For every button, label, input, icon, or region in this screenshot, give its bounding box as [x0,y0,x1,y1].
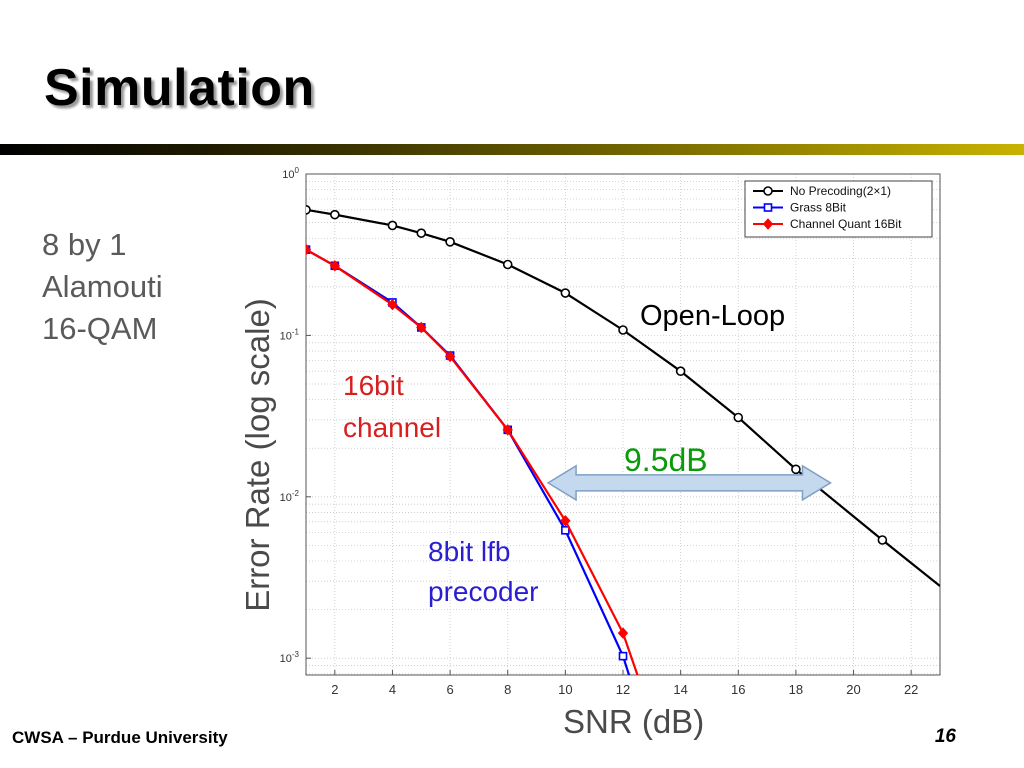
data-point-circle [560,288,571,298]
x-tick-label: 22 [904,682,918,697]
data-point-diamond [762,218,774,230]
data-point-diamond [416,321,427,334]
data-point-circle [445,237,455,247]
channel-16bit-annotation: channel [343,412,441,443]
x-tick-label: 10 [558,682,572,697]
x-tick-label: 14 [673,682,687,697]
data-point-circle [387,220,398,231]
data-point-circle [791,464,801,475]
data-point-diamond [329,260,340,272]
config-line: 16-QAM [42,311,158,346]
x-tick-label: 2 [331,682,338,697]
config-line: 8 by 1 [42,227,127,262]
data-point-diamond [617,627,629,639]
page-number: 16 [934,726,956,747]
x-axis-label: SNR (dB) [563,703,705,740]
title-divider-bar [0,144,1024,155]
y-tick-label: 10-3 [280,650,300,665]
snr-gain-arrow [546,464,832,502]
lfb-8bit-annotation: precoder [428,576,539,607]
gain-annotation: 9.5dB [624,442,708,478]
data-point-diamond [306,243,312,256]
data-point-diamond [560,515,571,527]
data-point-square [618,651,628,661]
y-tick-label: 10-1 [280,327,300,342]
config-line: Alamouti [42,269,163,304]
legend-entry: Grass 8Bit [790,201,847,215]
legend-entry: Channel Quant 16Bit [790,217,902,231]
open-loop-annotation: Open-Loop [640,300,785,332]
x-tick-label: 8 [504,682,511,697]
channel-16bit-annotation: 16bit [343,370,404,401]
data-point-circle [330,209,340,220]
config-description: 8 by 1 Alamouti 16-QAM [42,224,163,350]
x-tick-label: 16 [731,682,745,697]
footer-affiliation: CWSA – Purdue University [12,728,228,747]
x-tick-label: 20 [846,682,860,697]
series-group [306,205,940,675]
lfb-8bit-annotation: 8bit lfb [428,536,511,567]
data-point-square [763,203,773,212]
y-axis-label: Error Rate (log scale) [239,298,276,612]
data-point-circle [763,186,773,196]
x-tick-label: 6 [446,682,453,697]
data-point-circle [502,259,513,270]
legend-entry: No Precoding(2×1) [790,184,891,198]
data-point-circle [416,228,427,238]
data-point-diamond [387,298,398,311]
data-point-circle [675,366,686,377]
y-tick-label: 100 [282,166,299,181]
x-tick-label: 18 [789,682,803,697]
data-point-circle [877,535,888,545]
x-tick-label: 12 [616,682,630,697]
slide-title: Simulation [44,59,315,117]
data-point-diamond [444,350,456,363]
y-tick-label: 10-2 [280,489,300,504]
data-point-circle [618,325,628,335]
x-tick-label: 4 [389,682,396,697]
data-point-circle [306,205,311,215]
data-point-circle [733,412,744,423]
data-point-diamond [502,424,513,436]
data-point-square [561,526,570,535]
